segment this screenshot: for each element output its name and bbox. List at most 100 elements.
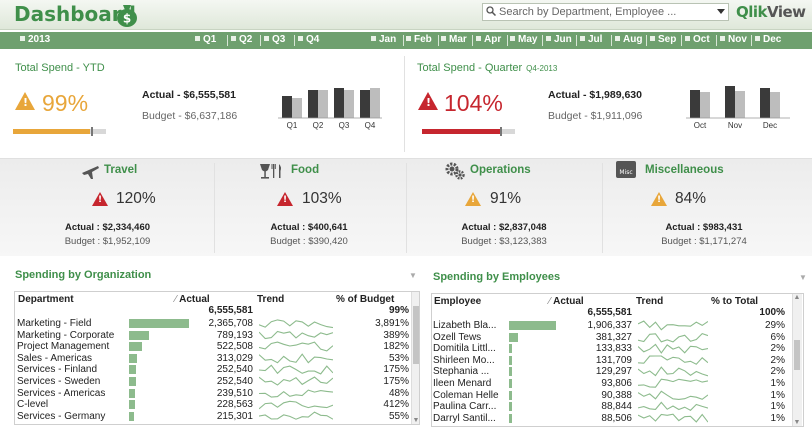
column-header-trend[interactable]: Trend [257,294,285,305]
filter-quarter-q4[interactable]: Q4 [298,34,319,45]
row-name: Project Management [17,341,110,353]
table-row[interactable]: Coleman Helle 90,388 1% [432,390,790,402]
row-bar [509,355,513,365]
row-pct: 1% [770,378,785,389]
money-bag-icon: $ [117,5,137,27]
filter-month-sep[interactable]: Sep [650,34,676,45]
table-row[interactable]: Darryl Santil... 88,506 1% [432,413,790,425]
trend-sparkline [638,320,708,331]
trend-sparkline [259,318,333,329]
chevron-down-icon[interactable]: ▼ [409,271,417,280]
ytd-actual: Actual - $6,555,581 [142,89,236,101]
trend-sparkline [259,376,333,387]
tick-label-q1: Q1 [287,121,298,130]
row-actual: 522,508 [216,341,253,353]
filter-month-jul[interactable]: Jul [580,34,602,45]
table-row[interactable]: Domitila Littl... 133,833 2% [432,343,790,355]
filter-quarter-q1[interactable]: Q1 [195,34,216,45]
trend-sparkline [638,390,708,401]
search-icon [486,6,496,16]
row-actual: 1,906,337 [587,320,633,331]
trend-sparkline [638,366,708,377]
row-name: Services - Sweden [17,376,101,387]
table-row[interactable]: Services - Sweden 252,540 175% [15,376,409,388]
row-name: Marketing - Corporate [17,329,115,341]
row-bar [129,319,189,328]
bar-budget-dec [770,92,780,118]
quarter-actual: Actual - $1,989,630 [548,89,642,101]
trend-sparkline [259,388,333,399]
emp-table: Employee ⁄ Actual Trend % to Total 6,555… [431,293,804,427]
column-header-actual[interactable]: ⁄ Actual [549,296,584,307]
column-header-actual[interactable]: ⁄ Actual [175,294,210,305]
filter-month-oct[interactable]: Oct [685,34,710,45]
emp-table-scrollbar[interactable]: ▲ ▼ [792,294,802,426]
svg-text:$: $ [123,12,131,26]
filter-month-feb[interactable]: Feb [406,34,432,45]
filter-month-mar[interactable]: Mar [441,34,467,45]
table-row[interactable]: Shirleen Mo... 131,709 2% [432,355,790,367]
table-row[interactable]: Services - Germany 215,301 55% [15,411,409,423]
trend-sparkline [259,330,333,341]
filter-month-nov[interactable]: Nov [720,34,747,45]
filter-month-jun[interactable]: Jun [546,34,572,45]
misc-icon: Misc [616,161,636,178]
chevron-down-icon[interactable]: ▼ [799,273,807,282]
emp-table-title: Spending by Employees [433,271,561,283]
column-header-employee[interactable]: Employee [434,296,482,307]
row-actual: 215,301 [216,410,253,422]
column-header-pct-budget[interactable]: % of Budget [336,294,395,305]
filter-year-2013[interactable]: 2013 [20,34,50,45]
page-title: Dashboard [14,2,136,26]
table-row[interactable]: Project Management 522,508 182% [15,341,409,353]
table-row[interactable]: Lizabeth Bla... 1,906,337 29% [432,320,790,332]
total-actual: 6,555,581 [587,307,633,318]
org-table-scrollbar[interactable]: ▼ [411,292,419,424]
row-actual: 313,029 [216,352,253,364]
table-row[interactable]: Services - Americas 239,510 48% [15,388,409,400]
column-header-pct-total[interactable]: % to Total [711,296,759,307]
bar-budget-oct [700,92,710,118]
filter-month-aug[interactable]: Aug [615,34,642,45]
search-input[interactable]: Search by Department, Employee ... [482,3,729,21]
filter-month-apr[interactable]: Apr [476,34,501,45]
category-actual-miscellaneous: Actual : $983,431 [665,222,743,233]
filter-month-may[interactable]: May [510,34,537,45]
column-header-trend[interactable]: Trend [636,296,664,307]
filter-quarter-q2[interactable]: Q2 [231,34,252,45]
food-icon [260,164,281,179]
trend-sparkline [638,343,708,355]
filter-quarter-q3[interactable]: Q3 [264,34,285,45]
table-row[interactable]: Marketing - Corporate 789,193 389% [15,330,409,342]
row-actual: 131,709 [595,354,632,366]
column-header-department[interactable]: Department [18,294,74,305]
category-actual-food: Actual : $400,641 [270,222,348,233]
filter-month-dec[interactable]: Dec [755,34,781,45]
row-pct: 29% [764,320,785,331]
table-row[interactable]: Ileen Menard 93,806 1% [432,378,790,390]
bar-actual-nov [725,86,735,118]
category-actual-operations: Actual : $2,837,048 [461,222,547,233]
bar-actual-q2 [308,90,318,118]
row-bar [509,402,512,412]
quarter-kpi-percent: 104% [444,90,503,116]
table-row[interactable]: Stephania ... 129,297 2% [432,366,790,378]
table-row[interactable]: Marketing - Field 2,365,708 3,891% [15,318,409,330]
table-row[interactable]: C-level 228,563 412% [15,399,409,411]
category-title-travel: Travel [104,164,138,176]
table-row[interactable]: Sales - Americas 313,029 53% [15,353,409,365]
filter-month-jan[interactable]: Jan [371,34,396,45]
row-actual: 90,388 [601,389,632,401]
table-row[interactable]: Paulina Carr... 88,844 1% [432,401,790,413]
trend-sparkline [259,411,333,422]
trend-sparkline [638,413,708,424]
table-row[interactable]: Ozell Tews 381,327 6% [432,332,790,344]
row-name: Coleman Helle [433,389,499,401]
row-pct: 412% [383,399,409,411]
category-pct-operations: 91% [490,190,522,207]
table-row[interactable]: Services - Finland 252,540 175% [15,364,409,376]
ytd-progress-bar [13,127,106,136]
row-name: Ozell Tews [433,331,482,343]
row-actual: 93,806 [601,378,632,389]
search-dropdown-icon[interactable] [717,9,725,14]
